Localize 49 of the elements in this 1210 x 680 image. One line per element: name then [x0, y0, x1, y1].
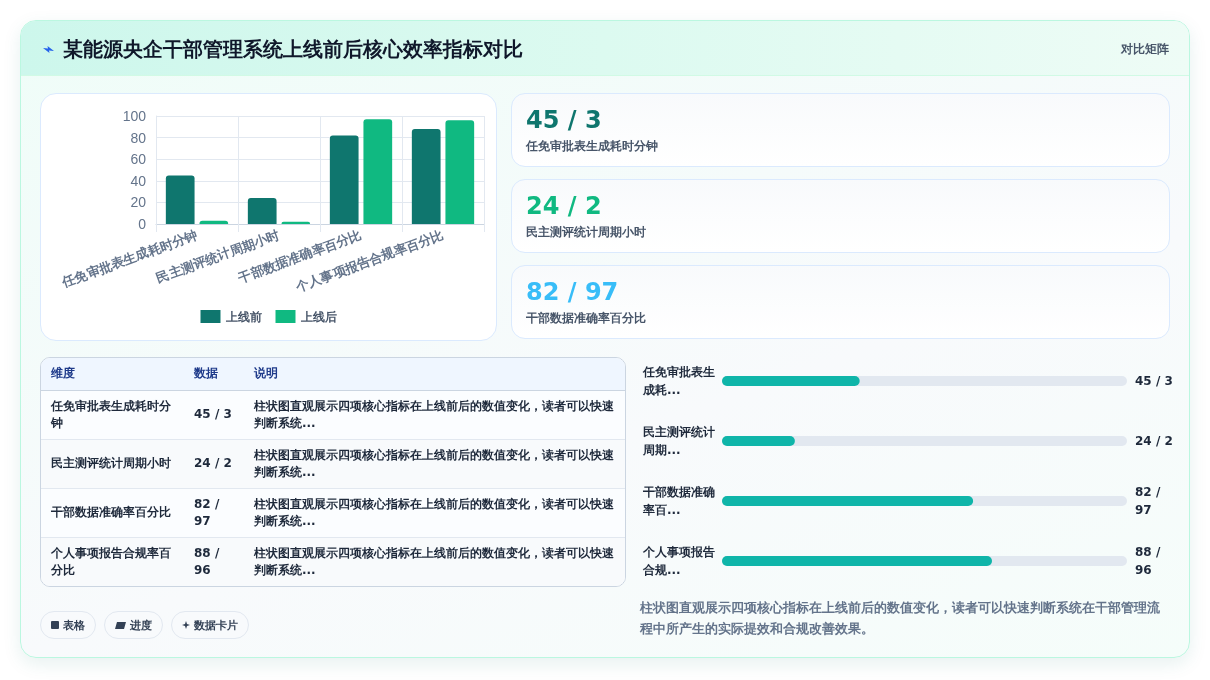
bar: [722, 436, 795, 446]
bar: [247, 198, 277, 224]
category-label: 个人事项报告合规率百分比: [50, 544, 172, 579]
text: 88 / 96: [1135, 545, 1165, 577]
y-tick-label: 40: [130, 172, 147, 189]
category-label: 干部数据准确率百分比: [526, 310, 647, 326]
y-tick-label: 任免审批表生成耗...: [642, 365, 715, 397]
bar: [445, 120, 475, 224]
y-tick-label: 个人事项报告合规...: [642, 545, 715, 577]
text: 数据: [184, 358, 244, 390]
y-tick-label: 0: [138, 216, 147, 232]
bar: [329, 135, 359, 224]
legend-label: 上线前: [224, 309, 262, 324]
bar: [363, 119, 393, 224]
chart-title: 某能源央企干部管理系统上线前后核心效率指标对比: [63, 36, 523, 62]
text: 45 / 3: [194, 407, 232, 421]
y-tick-label: 80: [130, 129, 147, 146]
text: 柱状图直观展示四项核心指标在上线前后的数值变化，读者可以快速判断系统在干部管理流程中所产生的实际提效和合规改善效果。: [640, 599, 1161, 638]
y-tick-label: 干部数据准确率百...: [642, 485, 715, 517]
text: 24 / 2: [1135, 434, 1173, 448]
y-tick-label: 20: [130, 194, 147, 211]
category-label: 任免审批表生成耗时分钟: [526, 138, 659, 154]
text: 82 / 97: [194, 496, 220, 528]
text: 进度: [104, 611, 163, 639]
text: 表格: [40, 611, 96, 639]
bar: [165, 175, 195, 224]
y-tick-label: 60: [130, 151, 147, 168]
category-label: 干部数据准确率百分比: [50, 504, 172, 521]
text: 45 / 3: [526, 106, 602, 134]
category-label: 民主测评统计周期小时: [50, 455, 172, 472]
y-tick-label: 100: [122, 108, 147, 124]
text: 82 / 97: [526, 278, 619, 306]
text: 说明: [244, 358, 625, 390]
text: 对比矩阵: [1121, 41, 1169, 58]
bar: [411, 128, 441, 224]
text: 柱状图直观展示四项核心指标在上线前后的数值变化，读者可以快速判断系统...: [253, 397, 615, 432]
text: 数据卡片: [171, 611, 249, 639]
text: 柱状图直观展示四项核心指标在上线前后的数值变化，读者可以快速判断系统...: [253, 446, 615, 481]
text: 45 / 3: [1135, 374, 1173, 388]
text: 24 / 2: [194, 456, 232, 470]
text: 柱状图直观展示四项核心指标在上线前后的数值变化，读者可以快速判断系统...: [253, 544, 615, 579]
text: 82 / 97: [1135, 485, 1165, 517]
y-tick-label: 民主测评统计周期...: [642, 425, 715, 457]
text: 维度: [41, 358, 184, 390]
text: 88 / 96: [194, 545, 220, 577]
text: 24 / 2: [526, 192, 602, 220]
category-label: 任免审批表生成耗时分钟: [50, 397, 172, 432]
legend-label: 上线后: [299, 309, 337, 324]
text: 柱状图直观展示四项核心指标在上线前后的数值变化，读者可以快速判断系统...: [253, 495, 615, 530]
